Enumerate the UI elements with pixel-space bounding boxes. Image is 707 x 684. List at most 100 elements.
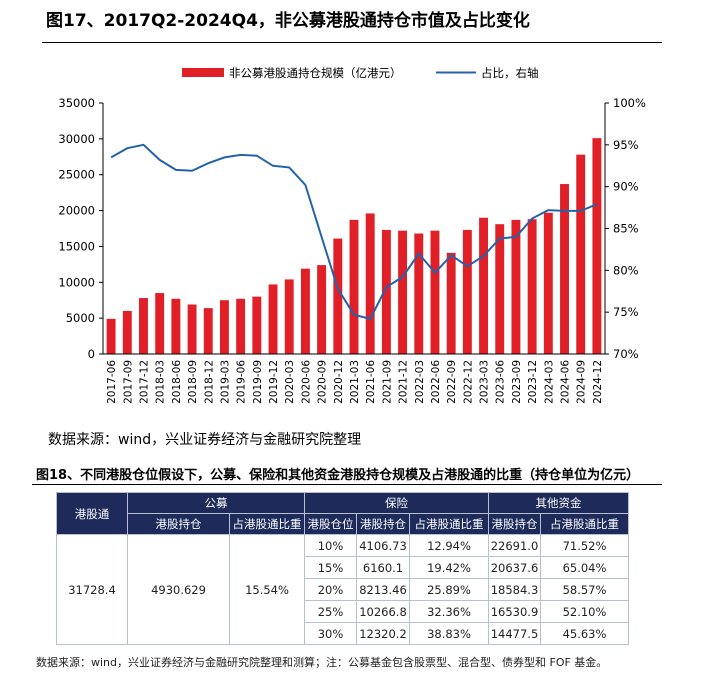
bar-2018-03 [155, 293, 165, 354]
header-oth-share: 占港股通比重 [540, 513, 629, 535]
bar-2019-09 [252, 296, 262, 354]
x-tick-label: 2024-09 [576, 360, 588, 404]
x-tick-label: 2021-12 [398, 360, 410, 404]
bar-2022-03 [414, 233, 424, 354]
x-tick-label: 2017-12 [139, 360, 151, 404]
x-tick-label: 2021-09 [381, 360, 393, 404]
cell-position: 15% [304, 556, 357, 579]
x-tick-label: 2019-09 [252, 360, 264, 404]
cell-ins-share: 19.42% [409, 556, 489, 579]
bar-2024-06 [560, 184, 569, 354]
bar-2024-12 [592, 138, 602, 354]
bar-2017-09 [122, 310, 132, 354]
right-tick-label: 75% [613, 305, 639, 319]
cell-ins-holding: 8213.46 [356, 578, 410, 601]
cell-position: 30% [304, 622, 357, 645]
figure18-table: 港股通 公募 保险 其他资金 港股持仓 占港股通比重 港股仓位 港股持仓 占港股… [56, 492, 629, 645]
right-tick-label: 95% [613, 138, 639, 152]
left-tick-label: 5000 [66, 311, 95, 325]
x-tick-label: 2024-06 [560, 360, 572, 404]
x-tick-label: 2018-03 [155, 360, 167, 404]
x-tick-label: 2020-06 [300, 360, 312, 404]
bar-2021-12 [398, 230, 408, 354]
left-tick-label: 35000 [58, 96, 95, 110]
legend-bar-swatch [182, 68, 224, 77]
header-insurance: 保险 [304, 492, 489, 514]
cell-ins-holding: 4106.73 [356, 534, 410, 557]
x-tick-label: 2024-03 [543, 360, 555, 404]
bar-2022-12 [462, 229, 472, 354]
bar-2020-06 [300, 268, 310, 354]
bar-2021-03 [349, 219, 359, 354]
line-series [110, 143, 598, 321]
cell-ins-share: 32.36% [409, 600, 489, 623]
bar-2017-06 [106, 318, 116, 354]
x-tick-label: 2020-12 [333, 360, 345, 404]
figure18-title-rule [32, 484, 662, 485]
x-tick-label: 2023-12 [527, 360, 539, 404]
chart-legend: 非公募港股通持仓规模（亿港元） 占比，右轴 [182, 66, 539, 80]
bar-2017-12 [139, 298, 148, 354]
left-tick-label: 20000 [58, 204, 95, 218]
bar-2023-09 [511, 219, 521, 354]
header-ins-holding: 港股持仓 [356, 513, 410, 535]
cell-ins-share: 12.94% [409, 534, 489, 557]
cell-ins-holding: 6160.1 [356, 556, 410, 579]
x-tick-label: 2022-03 [414, 360, 426, 404]
bar-2023-03 [479, 217, 489, 354]
cell-oth-share: 45.63% [540, 622, 629, 645]
bar-2020-03 [284, 279, 294, 354]
cell-ins-holding: 10266.8 [356, 600, 410, 623]
cell-position: 25% [304, 600, 357, 623]
cell-oth-holding: 22691.0 [488, 534, 541, 557]
header-ggt: 港股通 [56, 492, 128, 535]
header-public-holding: 港股持仓 [127, 513, 230, 535]
x-tick-label: 2021-03 [349, 360, 361, 404]
bar-2020-09 [317, 265, 327, 354]
cell-oth-share: 65.04% [540, 556, 629, 579]
x-tick-label: 2019-03 [220, 360, 232, 404]
x-tick-label: 2020-09 [317, 360, 329, 404]
x-tick-label: 2018-09 [187, 360, 199, 404]
right-tick-label: 85% [613, 222, 639, 236]
bar-2024-09 [576, 154, 586, 354]
x-tick-label: 2022-09 [446, 360, 458, 404]
x-tick-label: 2024-12 [592, 360, 604, 404]
x-tick-label: 2018-06 [171, 360, 183, 404]
bar-2019-03 [219, 300, 229, 354]
x-tick-label: 2017-06 [106, 360, 118, 404]
x-axis-ticks: 2017-06 2017-09 2017-12 2018-03 2018-06 2018-… [106, 360, 604, 404]
cell-oth-share: 58.57% [540, 578, 629, 601]
bar-2019-06 [236, 298, 246, 354]
bar-2022-09 [446, 252, 456, 354]
cell-oth-holding: 18584.3 [488, 578, 541, 601]
cell-ins-share: 25.89% [409, 578, 489, 601]
cell-oth-holding: 20637.6 [488, 556, 541, 579]
cell-ins-holding: 12320.2 [356, 622, 410, 645]
legend-line-label: 占比，右轴 [481, 66, 539, 80]
cell-position: 10% [304, 534, 357, 557]
header-oth-holding: 港股持仓 [488, 513, 541, 535]
cell-oth-share: 52.10% [540, 600, 629, 623]
table-row: 31728.4 4930.629 15.54% 10% 4106.73 12.9… [56, 534, 629, 645]
x-tick-label: 2022-12 [462, 360, 474, 404]
left-tick-label: 15000 [58, 239, 95, 253]
figure17-chart: 非公募港股通持仓规模（亿港元） 占比，右轴 0 5000 10000 15000 200… [58, 66, 646, 404]
legend-bar-label: 非公募港股通持仓规模（亿港元） [229, 66, 402, 80]
header-ins-position: 港股仓位 [304, 513, 357, 535]
figure17-title-rule [42, 42, 662, 43]
bar-2018-09 [187, 304, 197, 354]
figure17-source: 数据来源：wind，兴业证券经济与金融研究院整理 [48, 432, 362, 448]
x-tick-label: 2018-12 [203, 360, 215, 404]
table-row: 30% 12320.2 38.83% 14477.5 45.63% [57, 622, 629, 645]
cell-public-holding: 4930.629 [127, 534, 230, 645]
left-tick-label: 30000 [58, 132, 95, 146]
header-public: 公募 [127, 492, 305, 514]
x-tick-label: 2023-06 [495, 360, 507, 404]
left-tick-label: 25000 [58, 168, 95, 182]
header-other: 其他资金 [488, 492, 629, 514]
x-tick-label: 2022-06 [430, 360, 442, 404]
cell-public-share: 15.54% [229, 534, 305, 645]
cell-oth-holding: 16530.9 [488, 600, 541, 623]
cell-ggt: 31728.4 [56, 534, 128, 645]
